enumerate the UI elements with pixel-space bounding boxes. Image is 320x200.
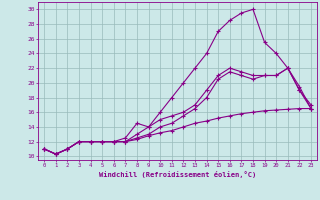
X-axis label: Windchill (Refroidissement éolien,°C): Windchill (Refroidissement éolien,°C) (99, 171, 256, 178)
